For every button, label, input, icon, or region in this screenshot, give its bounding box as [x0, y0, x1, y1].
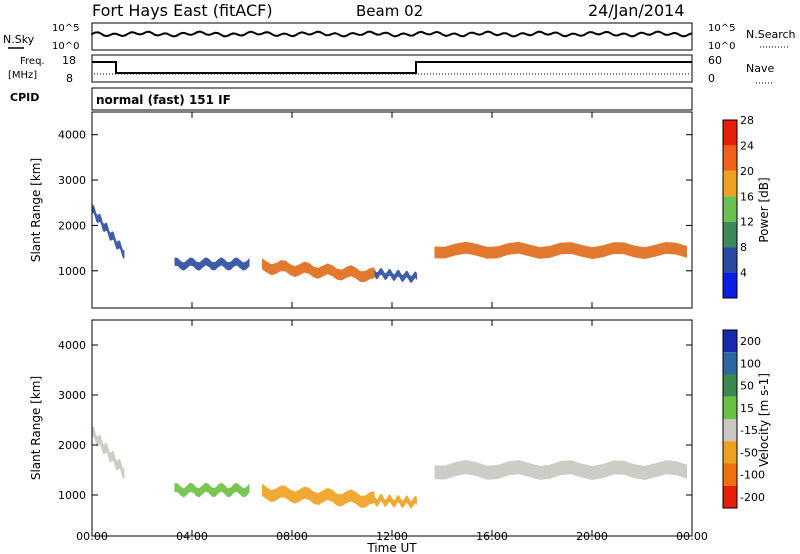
x-tick-label: 12:00: [376, 530, 408, 543]
colorbar-tick-label: 12: [740, 216, 754, 229]
date-label: 24/Jan/2014: [588, 1, 685, 20]
y-tick-label: 2000: [58, 439, 86, 452]
colorbar-tick-label: 20: [740, 165, 754, 178]
colorbar-tick-label: 28: [740, 114, 754, 127]
colorbar-swatch: [723, 352, 737, 375]
colorbar-swatch: [723, 221, 737, 248]
plot-title: Fort Hays East (fitACF): [92, 1, 273, 20]
y-tick-label: 1000: [58, 265, 86, 278]
velocity-echo-band: [434, 460, 687, 480]
x-tick-label: 04:00: [176, 530, 208, 543]
cpid-mode-text: normal (fast) 151 IF: [96, 93, 231, 107]
nsky-tick-top: 10^5: [52, 23, 79, 34]
colorbar-swatch: [723, 247, 737, 273]
freq-label: Freq.: [20, 56, 45, 67]
y-tick-label: 3000: [58, 174, 86, 187]
nsky-panel-frame: [91, 22, 693, 51]
nave-label: Nave: [746, 62, 774, 75]
colorbar-swatch: [723, 120, 737, 146]
colorbar-swatch: [723, 170, 737, 197]
power-colorbar-label: Power [dB]: [757, 177, 771, 242]
power-echo-band: [92, 204, 125, 259]
colorbar-frame: [722, 329, 738, 509]
colorbar-tick-label: 8: [740, 241, 747, 254]
velocity-echo-band: [262, 483, 375, 508]
colorbar-tick-label: -50: [740, 446, 758, 459]
colorbar-tick-label: -15: [740, 424, 758, 437]
freq-panel-frame: [91, 54, 693, 83]
power-echo-bands: [92, 204, 687, 283]
nsearch-tick-bottom: 10^0: [708, 41, 735, 52]
nave-tick-bottom: 0: [708, 72, 715, 85]
colorbar-swatch: [723, 396, 737, 419]
freq-tick-bottom: 8: [66, 72, 73, 85]
nsearch-label: N.Search: [746, 28, 796, 41]
velocity-y-axis: 1000 2000 3000 4000: [58, 339, 692, 502]
colorbar-tick-label: 15: [740, 402, 754, 415]
colorbar-tick-label: -200: [740, 491, 765, 504]
nave-tick-top: 60: [708, 54, 722, 67]
colorbar-swatch: [723, 463, 737, 486]
colorbar-swatch: [723, 419, 737, 442]
x-tick-label: 00:00: [76, 530, 108, 543]
y-tick-label: 4000: [58, 129, 86, 142]
velocity-echo-band: [374, 493, 417, 509]
colorbar-tick-label: 16: [740, 190, 754, 203]
velocity-colorbar: 200 100 50 15 -15 -50 -100 -200: [722, 329, 765, 509]
y-tick-label: 3000: [58, 389, 86, 402]
beam-label: Beam 02: [356, 2, 423, 20]
y-tick-label: 4000: [58, 339, 86, 352]
x-tick-label: 16:00: [476, 530, 508, 543]
x-tick-label: 00:00: [676, 530, 708, 543]
colorbar-swatch: [723, 196, 737, 222]
freq-unit-label: [MHz]: [8, 70, 37, 81]
x-tick-label: 20:00: [576, 530, 608, 543]
power-y-axis: 1000 2000 3000 4000: [58, 129, 692, 278]
colorbar-tick-label: 24: [740, 139, 754, 152]
power-echo-band: [374, 267, 417, 283]
nsky-label: N.Sky: [3, 33, 35, 46]
power-ylabel: Slant Range [km]: [29, 158, 43, 262]
velocity-echo-band: [174, 482, 250, 498]
colorbar-tick-label: -100: [740, 469, 765, 482]
colorbar-swatch: [723, 374, 737, 397]
time-axis-label: Time UT: [366, 541, 417, 554]
colorbar-swatch: [723, 485, 737, 508]
cpid-label: CPID: [10, 91, 39, 104]
colorbar-swatch: [723, 441, 737, 464]
freq-tick-top: 18: [62, 54, 76, 67]
power-colorbar: 4 8 12 16 20 24 28: [722, 114, 754, 299]
nsky-tick-bottom: 10^0: [52, 41, 79, 52]
cpid-panel-frame: [91, 87, 693, 111]
x-tick-label: 08:00: [276, 530, 308, 543]
y-tick-label: 1000: [58, 489, 86, 502]
colorbar-frame: [722, 119, 738, 299]
time-axis: 00:00 04:00 08:00 12:00 16:00 20:00 00:00: [76, 112, 708, 543]
colorbar-tick-label: 50: [740, 380, 754, 393]
nsky-trace: [91, 30, 693, 38]
colorbar-tick-label: 4: [740, 267, 747, 280]
power-echo-band: [434, 241, 687, 259]
power-echo-band: [262, 258, 375, 282]
freq-trace: [92, 61, 692, 74]
velocity-echo-band: [92, 426, 125, 479]
velocity-colorbar-label: Velocity [m s-1]: [757, 373, 771, 467]
colorbar-swatch: [723, 145, 737, 171]
power-echo-band: [174, 257, 250, 271]
velocity-echo-bands: [92, 426, 687, 509]
colorbar-tick-label: 100: [740, 357, 761, 370]
colorbar-swatch: [723, 330, 737, 353]
y-tick-label: 2000: [58, 219, 86, 232]
colorbar-tick-label: 200: [740, 335, 761, 348]
velocity-ylabel: Slant Range [km]: [29, 376, 43, 480]
colorbar-swatch: [723, 272, 737, 298]
nsearch-tick-top: 10^5: [708, 23, 735, 34]
